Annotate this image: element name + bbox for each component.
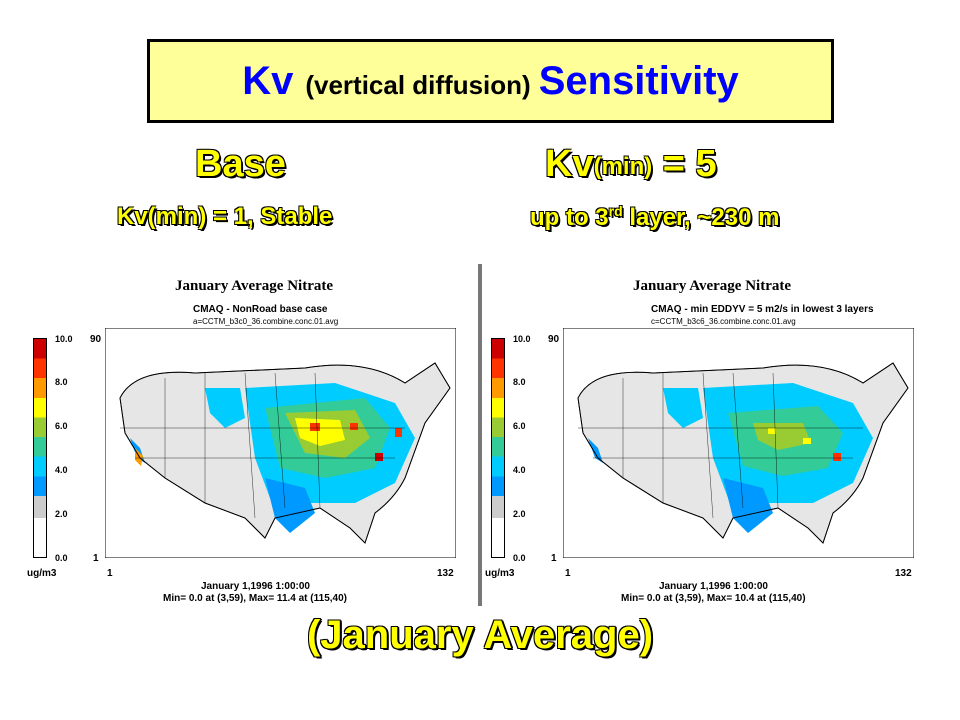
right-map-panel: January Average Nitrate CMAQ - min EDDYV… [483, 270, 923, 606]
title-box: Kv (vertical diffusion) Sensitivity [147, 39, 834, 123]
right-stats: Min= 0.0 at (3,59), Max= 10.4 at (115,40… [621, 593, 806, 604]
right-cb-label-2: 2.0 [513, 509, 526, 519]
right-unit-label: ug/m3 [485, 568, 515, 579]
kv-subtitle: up to 3rd layer, ~230 m [530, 203, 780, 231]
right-x-right: 132 [895, 568, 912, 579]
right-cb-label-10: 10.0 [513, 334, 531, 344]
left-x-right: 132 [437, 568, 454, 579]
left-nitrate-map [105, 328, 456, 558]
right-cb-label-6: 6.0 [513, 421, 526, 431]
left-cb-label-10: 10.0 [55, 334, 73, 344]
panel-divider [478, 264, 482, 606]
right-x-left: 1 [565, 568, 571, 579]
title-paren: (vertical diffusion) [305, 69, 531, 100]
left-panel-file: a=CCTM_b3c0_36.combine.conc.01.avg [193, 317, 339, 326]
right-nitrate-map [563, 328, 914, 558]
left-stats: Min= 0.0 at (3,59), Max= 11.4 at (115,40… [163, 593, 347, 604]
left-colorbar [33, 338, 47, 558]
base-subtitle: Kv(min) = 1, Stable [117, 203, 333, 230]
left-unit-label: ug/m3 [27, 568, 57, 579]
title-main: Kv [242, 58, 294, 103]
base-heading: Base [195, 143, 286, 185]
right-panel-title: January Average Nitrate [633, 278, 792, 294]
right-y-top: 90 [548, 334, 560, 345]
right-cb-label-4: 4.0 [513, 465, 526, 475]
right-cb-label-0: 0.0 [513, 553, 526, 563]
left-cb-label-0: 0.0 [55, 553, 68, 563]
left-y-bottom: 1 [93, 553, 99, 564]
right-panel-file: c=CCTM_b3c6_36.combine.conc.01.avg [651, 317, 796, 326]
right-cb-label-8: 8.0 [513, 377, 526, 387]
left-date: January 1,1996 1:00:00 [201, 581, 310, 592]
left-y-top: 90 [90, 334, 102, 345]
right-y-bottom: 1 [551, 553, 557, 564]
left-panel-title: January Average Nitrate [175, 278, 334, 294]
right-date: January 1,1996 1:00:00 [659, 581, 768, 592]
left-cb-label-4: 4.0 [55, 465, 68, 475]
left-map-panel: January Average Nitrate CMAQ - NonRoad b… [25, 270, 465, 606]
left-x-left: 1 [107, 568, 113, 579]
left-panel-case: CMAQ - NonRoad base case [193, 304, 328, 315]
right-colorbar [491, 338, 505, 558]
right-panel-case: CMAQ - min EDDYV = 5 m2/s in lowest 3 la… [651, 304, 874, 315]
left-cb-label-6: 6.0 [55, 421, 68, 431]
bottom-caption: (January Average) [306, 613, 654, 657]
kv-heading: Kv(min) = 5 [545, 143, 717, 185]
left-cb-label-8: 8.0 [55, 377, 68, 387]
left-cb-label-2: 2.0 [55, 509, 68, 519]
title-tail: Sensitivity [538, 58, 739, 103]
